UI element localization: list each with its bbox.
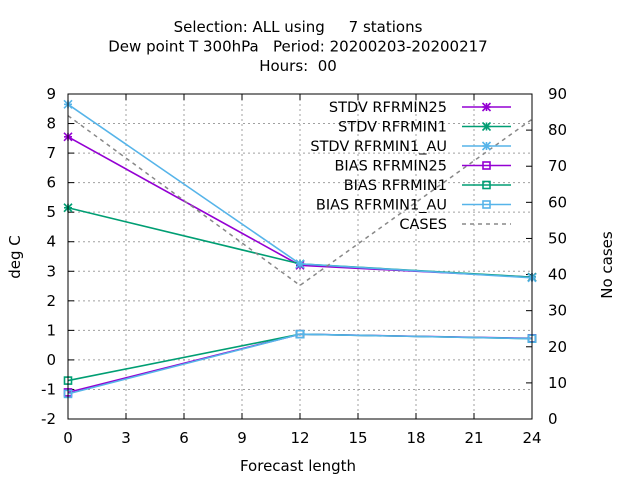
x-tick-label: 24 bbox=[522, 429, 541, 447]
legend-label: BIAS RFRMIN25 bbox=[334, 159, 447, 175]
legend-label: BIAS RFRMIN1 bbox=[344, 178, 447, 194]
legend-label: STDV RFRMIN25 bbox=[329, 100, 447, 116]
series-line bbox=[67, 136, 533, 278]
y2-tick-label: 20 bbox=[548, 338, 567, 356]
y-tick-label: 5 bbox=[46, 203, 56, 221]
legend-marker bbox=[482, 161, 491, 170]
x-tick-label: 15 bbox=[348, 429, 367, 447]
y-tick-label: 0 bbox=[46, 351, 56, 369]
title-line: Selection: ALL using 7 stations bbox=[174, 18, 423, 36]
x-tick-label: 21 bbox=[464, 429, 483, 447]
y2-tick-label: 50 bbox=[548, 229, 567, 247]
y-tick-label: 6 bbox=[46, 174, 56, 192]
data-point bbox=[295, 329, 305, 339]
legend-label: CASES bbox=[399, 217, 447, 233]
legend-label: BIAS RFRMIN1_AU bbox=[316, 198, 447, 214]
y2-tick-label: 70 bbox=[548, 157, 567, 175]
x-tick-label: 3 bbox=[121, 429, 131, 447]
axis-ticks: 0 3 6 9 12 15 18 21 24-2-10123456789010203040506… bbox=[41, 85, 567, 447]
y-tick-label: -1 bbox=[41, 380, 56, 398]
x-tick-label: 6 bbox=[179, 429, 189, 447]
y2-tick-label: 80 bbox=[548, 121, 567, 139]
legend-label: STDV RFRMIN1 bbox=[338, 120, 447, 136]
y-tick-label: 2 bbox=[46, 292, 56, 310]
x-tick-label: 18 bbox=[406, 429, 425, 447]
y-tick-label: 8 bbox=[46, 115, 56, 133]
plot-border bbox=[67, 93, 533, 420]
legend-marker bbox=[481, 121, 492, 132]
x-tick-label: 0 bbox=[63, 429, 73, 447]
y-tick-label: 1 bbox=[46, 321, 56, 339]
data-point bbox=[295, 259, 305, 269]
title-line: Dew point T 300hPa Period: 20200203-2020… bbox=[108, 38, 487, 56]
y2-tick-label: 40 bbox=[548, 266, 567, 284]
x-tick-label: 9 bbox=[237, 429, 247, 447]
x-axis-label: Forecast length bbox=[240, 457, 356, 475]
x-tick-label: 12 bbox=[290, 429, 309, 447]
y-tick-label: -2 bbox=[41, 410, 56, 428]
legend: STDV RFRMIN25 STDV RFRMIN1 STDV RFRMIN1_AU… bbox=[310, 100, 511, 233]
y-tick-label: 7 bbox=[46, 144, 56, 162]
y2-tick-label: 60 bbox=[548, 193, 567, 211]
y-tick-label: 4 bbox=[46, 233, 56, 251]
grid bbox=[68, 94, 532, 419]
legend-marker bbox=[482, 200, 491, 209]
y2-axis-label: No cases bbox=[598, 231, 616, 299]
series-line bbox=[67, 333, 533, 382]
legend-label: STDV RFRMIN1_AU bbox=[310, 139, 447, 155]
y2-tick-label: 90 bbox=[548, 85, 567, 103]
y2-tick-label: 10 bbox=[548, 374, 567, 392]
legend-marker bbox=[481, 102, 492, 112]
y-tick-label: 3 bbox=[46, 262, 56, 280]
series-line bbox=[67, 333, 533, 394]
y-tick-label: 9 bbox=[46, 85, 56, 103]
y-axis-label: deg C bbox=[6, 235, 24, 279]
chart-title: Selection: ALL using 7 stations Dew point… bbox=[108, 18, 487, 75]
legend-marker bbox=[482, 180, 491, 190]
y2-tick-label: 30 bbox=[548, 302, 567, 320]
series-line bbox=[67, 333, 533, 395]
y2-tick-label: 0 bbox=[548, 410, 558, 428]
legend-marker bbox=[481, 141, 492, 151]
title-line: Hours: 00 bbox=[259, 57, 337, 75]
